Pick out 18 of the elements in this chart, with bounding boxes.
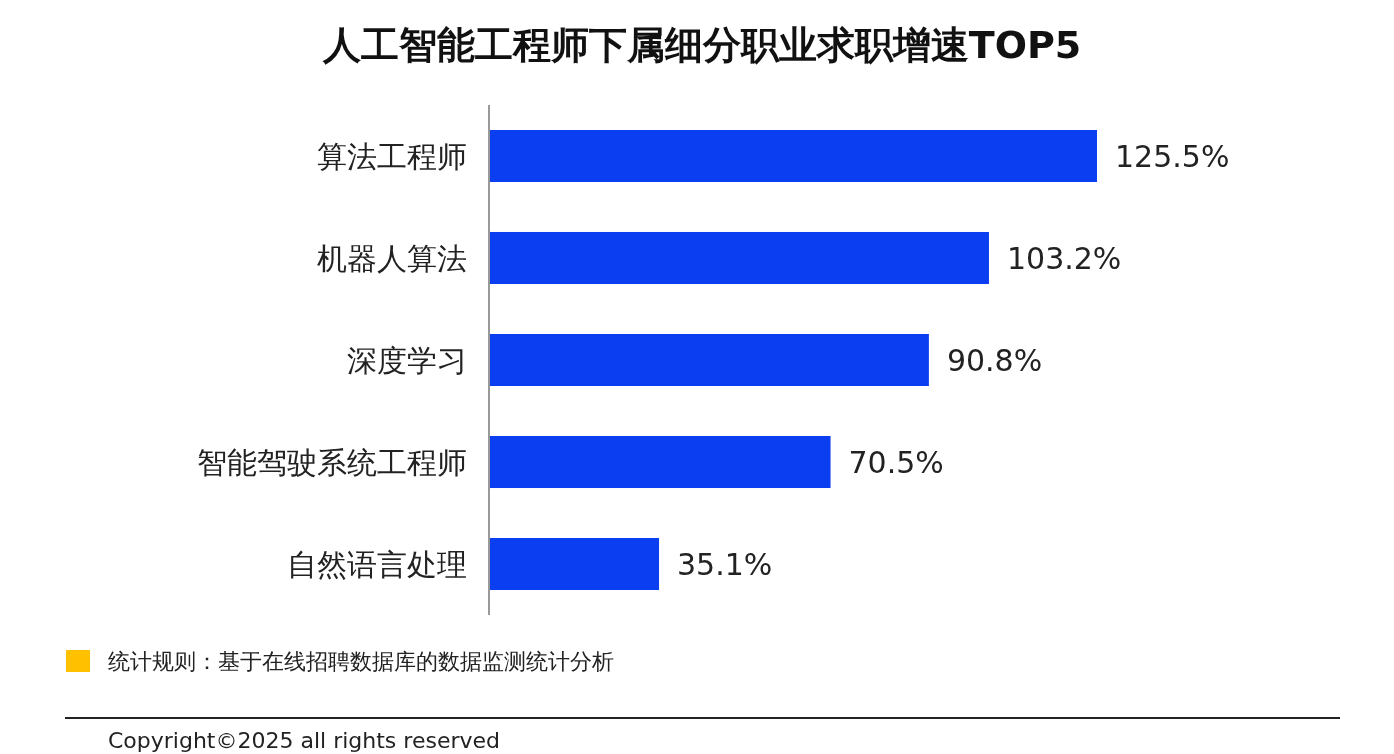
text: Copyright©2025 all rights reserved xyxy=(108,727,500,753)
data-label: 103.2% xyxy=(1006,240,1122,276)
bar xyxy=(489,333,929,387)
bar xyxy=(489,435,831,489)
y-tick-label: 算法工程师 xyxy=(317,138,467,174)
y-tick-label: 机器人算法 xyxy=(317,240,467,276)
data-label: 125.5% xyxy=(1115,138,1230,174)
bar xyxy=(489,231,989,285)
bar xyxy=(489,537,660,591)
data-label: 70.5% xyxy=(848,444,944,480)
chart-title: 人工智能工程师下属细分职业求职增速TOP5 xyxy=(321,23,1082,67)
y-tick-label: 自然语言处理 xyxy=(287,546,467,582)
y-tick-label: 智能驾驶系统工程师 xyxy=(197,444,467,480)
y-tick-label: 深度学习 xyxy=(347,342,467,378)
data-label: 90.8% xyxy=(946,342,1043,378)
data-label: 35.1% xyxy=(677,546,773,582)
text: 统计规则：基于在线招聘数据库的数据监测统计分析 xyxy=(108,648,614,674)
bar xyxy=(489,129,1097,183)
